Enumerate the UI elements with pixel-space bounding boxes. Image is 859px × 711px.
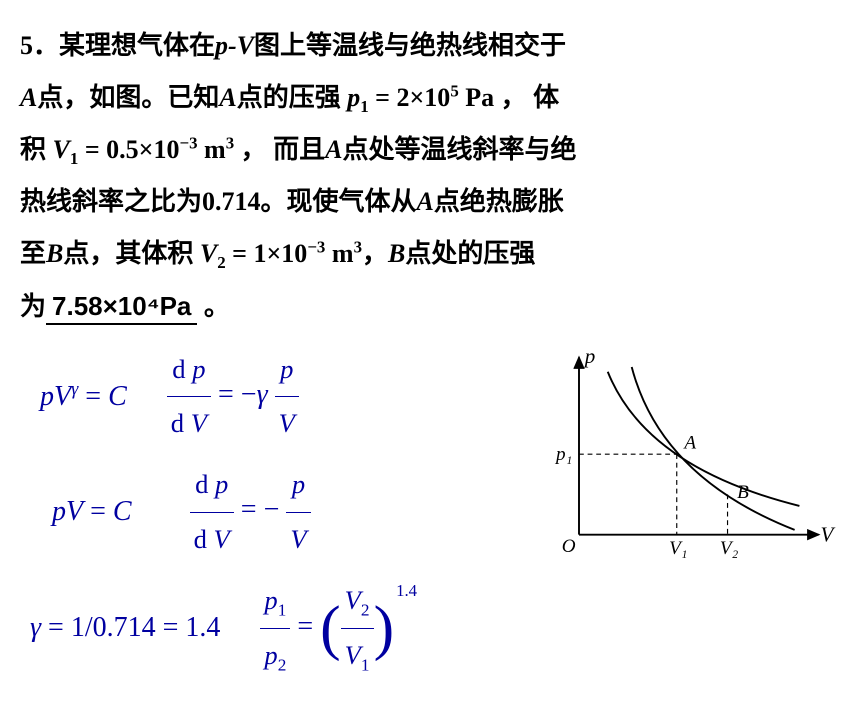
svg-text:p: p bbox=[583, 344, 596, 368]
svg-text:V: V bbox=[821, 522, 836, 546]
eq-isotherm: pV = C d pd V = − pV bbox=[20, 458, 549, 565]
svg-text:O: O bbox=[562, 536, 576, 557]
svg-text:V₁: V₁ bbox=[669, 538, 687, 559]
problem-text: 5．某理想气体在p-V图上等温线与绝热线相交于 A点，如图。已知A点的压强 p1… bbox=[20, 20, 839, 333]
eq-adiabatic: pVγ = C d d ppd V = −γ pV bbox=[20, 343, 549, 450]
svg-text:p₁: p₁ bbox=[554, 444, 572, 465]
svg-text:B: B bbox=[737, 482, 749, 503]
problem-number: 5． bbox=[20, 31, 59, 60]
solution-equations: pVγ = C d d ppd V = −γ pV pV = C d pd V … bbox=[20, 343, 549, 691]
pv-diagram: p V Op₁ V₁ V₂ A B bbox=[549, 343, 839, 573]
answer-blank: 7.58×10⁴Pa bbox=[46, 291, 197, 325]
svg-text:A: A bbox=[682, 432, 696, 453]
eq-gamma-and-ratio: γ = 1/0.714 = 1.4 p1 p2 = ( V2 V1 ) 1.4 bbox=[20, 574, 549, 683]
lower-section: pVγ = C d d ppd V = −γ pV pV = C d pd V … bbox=[20, 343, 839, 691]
svg-text:V₂: V₂ bbox=[720, 538, 739, 559]
